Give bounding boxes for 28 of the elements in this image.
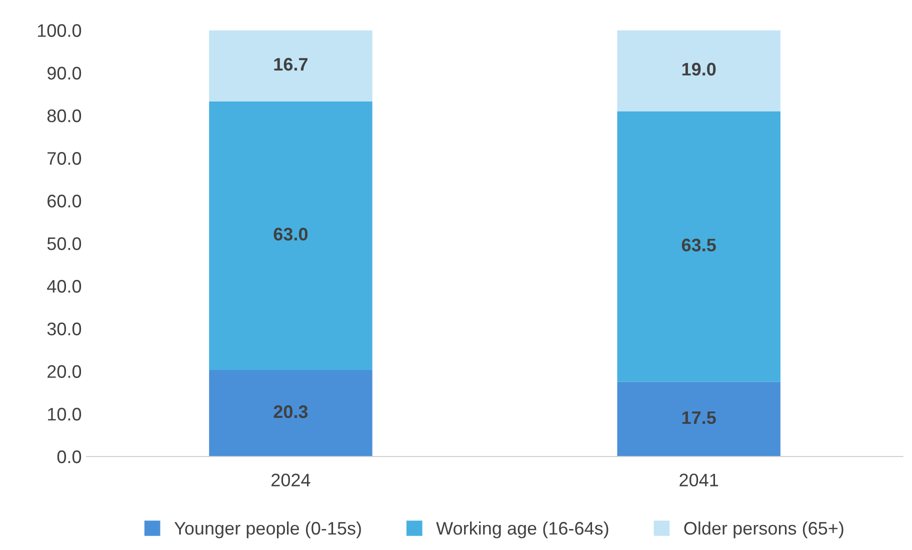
y-tick-label: 50.0 xyxy=(47,237,82,250)
x-tick-label: 2024 xyxy=(272,474,310,486)
legend-label: Younger people (0-15s) xyxy=(174,521,361,538)
data-label: 16.7 xyxy=(274,58,308,71)
y-tick-label: 80.0 xyxy=(47,109,82,122)
data-label: 63.5 xyxy=(682,238,716,252)
y-tick-label: 10.0 xyxy=(48,408,82,421)
y-tick-label: 40.0 xyxy=(47,280,82,293)
data-label: 20.3 xyxy=(274,405,308,418)
y-tick-label: 70.0 xyxy=(48,152,82,165)
bar xyxy=(209,30,372,102)
data-label: 17.5 xyxy=(682,411,716,424)
data-label: 63.0 xyxy=(274,228,308,241)
y-tick-label: 20.0 xyxy=(48,365,82,378)
data-label: 19.0 xyxy=(682,62,716,76)
y-tick-label: 0.0 xyxy=(57,450,82,464)
bar xyxy=(617,382,780,456)
y-tick-label: 90.0 xyxy=(47,66,82,80)
legend-label: Older persons (65+) xyxy=(684,521,844,538)
y-tick-label: 60.0 xyxy=(48,194,82,208)
bar xyxy=(209,370,372,456)
y-tick-label: 30.0 xyxy=(47,322,82,336)
legend-label: Working age (16-64s) xyxy=(436,521,608,538)
x-tick-label: 2041 xyxy=(680,474,718,486)
bar xyxy=(617,30,780,112)
y-tick-label: 100.0 xyxy=(38,24,82,37)
bar xyxy=(209,101,372,370)
bar xyxy=(617,111,780,382)
